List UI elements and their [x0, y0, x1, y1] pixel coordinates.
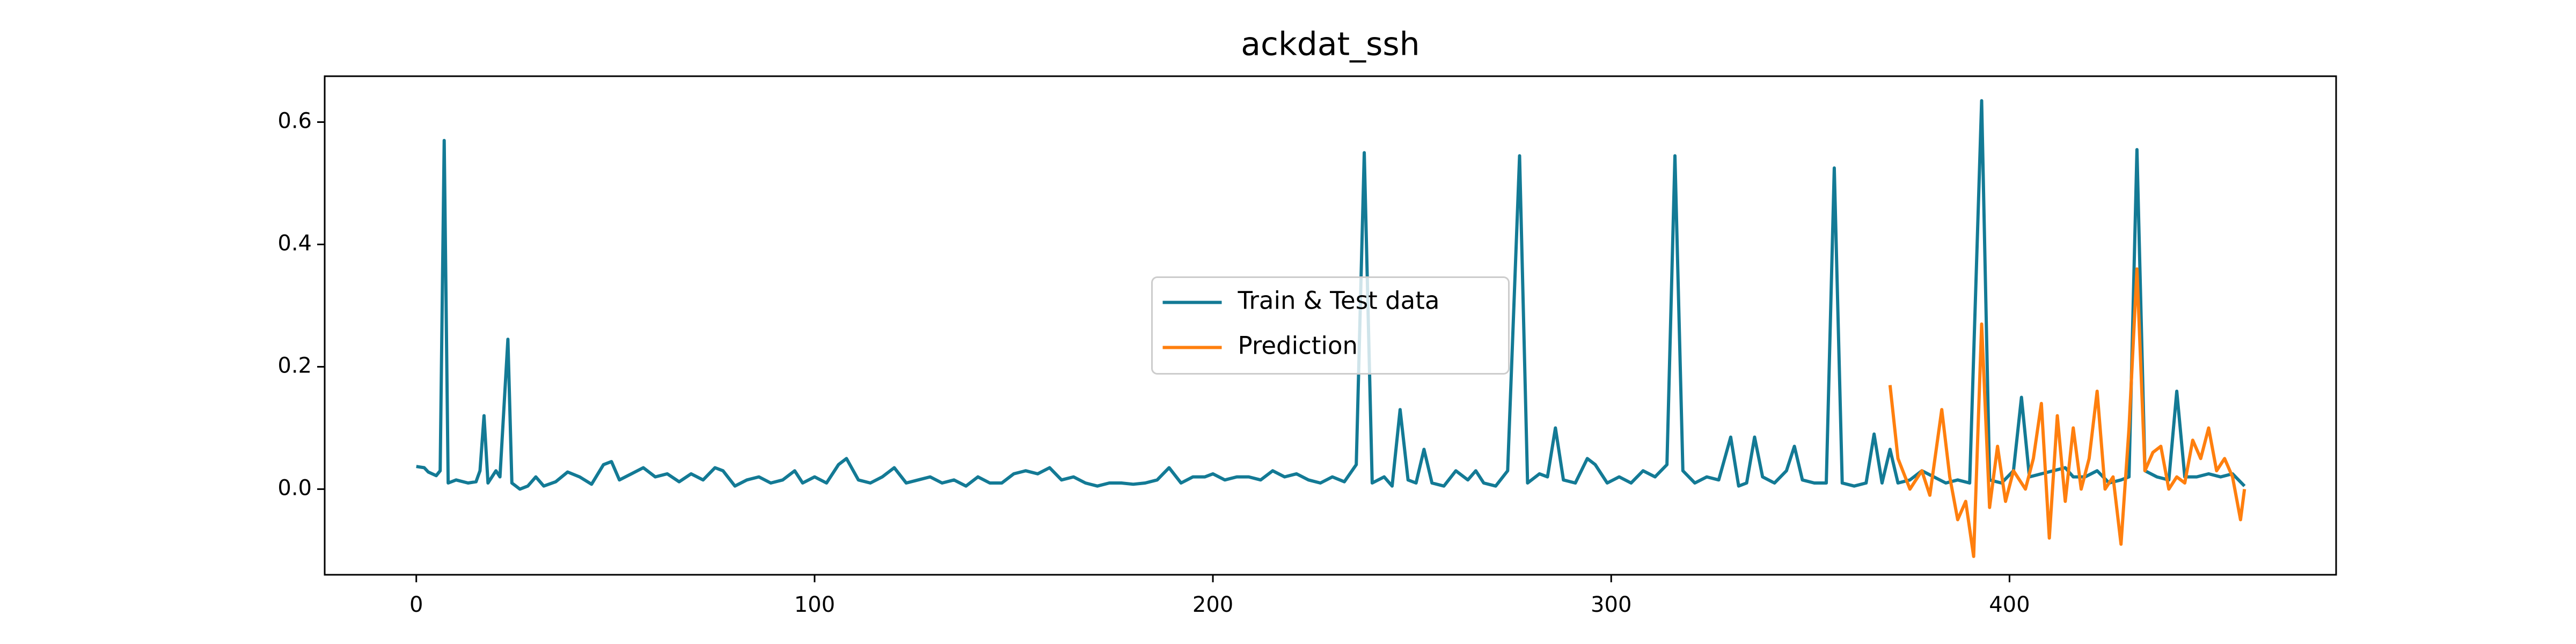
- chart-title: ackdat_ssh: [1241, 26, 1419, 63]
- legend-box: [1151, 276, 1510, 375]
- y-tick-label: 0.2: [277, 353, 312, 378]
- x-tick-label: 300: [1591, 592, 1631, 617]
- legend-label: Prediction: [1238, 332, 1358, 360]
- data-line: [1888, 267, 2246, 558]
- y-tick-label: 0.4: [277, 231, 312, 255]
- legend-label: Train & Test data: [1238, 287, 1440, 315]
- x-tick-label: 400: [1989, 592, 2030, 617]
- data-line: [416, 99, 2246, 491]
- plot-frame: [324, 75, 2337, 576]
- x-tick-label: 100: [794, 592, 835, 617]
- x-tick-label: 0: [409, 592, 423, 617]
- y-tick-label: 0.6: [277, 108, 312, 133]
- y-tick-label: 0.0: [277, 475, 312, 500]
- x-tick-label: 200: [1192, 592, 1233, 617]
